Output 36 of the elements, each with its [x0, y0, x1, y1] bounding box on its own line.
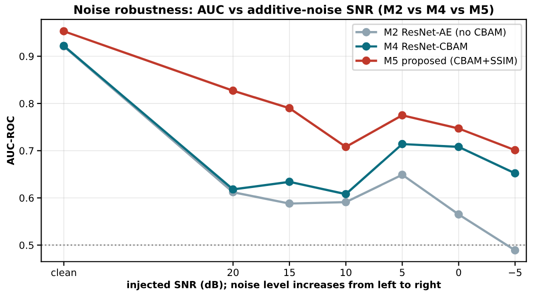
chart-title: Noise robustness: AUC vs additive-noise SNR (M2 vs M4 vs M5): [74, 4, 494, 16]
point: [398, 111, 406, 120]
point: [510, 169, 520, 178]
y-axis-title: AUC-ROC: [6, 116, 14, 166]
point: [285, 104, 294, 112]
x-tick-label: 5: [400, 268, 404, 276]
point: [342, 142, 350, 152]
point: [454, 142, 463, 152]
point: [398, 140, 406, 148]
point: [342, 198, 350, 206]
point: [398, 170, 406, 179]
x-axis-title: injected SNR (dB); noise level increases from left to right: [127, 280, 441, 290]
legend-label: M2 ResNet-AE (no CBAM): [384, 28, 506, 37]
legend-label: M5 proposed (CBAM+SSIM): [384, 56, 517, 66]
point: [510, 246, 520, 254]
point: [228, 185, 238, 194]
x-tick-label: 15: [284, 268, 295, 276]
point: [60, 27, 68, 36]
point: [228, 86, 238, 95]
point: [510, 146, 520, 154]
x-tick-label: clean: [51, 268, 76, 276]
y-tick-label: 0.8: [19, 100, 34, 108]
legend-label: M4 ResNet-CBAM: [384, 42, 467, 50]
y-tick-label: 0.9: [19, 52, 34, 60]
x-tick-label: −5: [508, 268, 522, 276]
y-tick-label: 0.5: [19, 242, 34, 249]
x-tick-label: 20: [228, 268, 239, 276]
x-tick-label: 10: [340, 268, 352, 276]
point: [454, 124, 463, 133]
point: [454, 210, 463, 219]
y-tick-label: 0.6: [19, 194, 34, 202]
y-tick-label: 0.7: [19, 147, 34, 155]
x-tick-label: 0: [456, 268, 462, 276]
point: [342, 190, 350, 198]
point: [285, 199, 294, 208]
point: [285, 178, 294, 186]
